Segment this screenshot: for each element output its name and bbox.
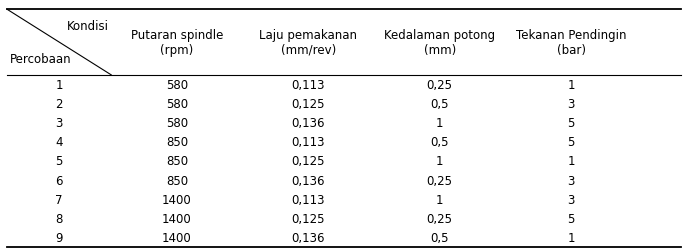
Text: 3: 3 <box>568 174 575 187</box>
Text: 1400: 1400 <box>162 212 192 225</box>
Text: 1400: 1400 <box>162 231 192 244</box>
Text: Kedalaman potong: Kedalaman potong <box>384 29 495 42</box>
Text: 1: 1 <box>567 155 575 168</box>
Text: 3: 3 <box>568 193 575 206</box>
Text: 0,136: 0,136 <box>291 231 325 244</box>
Text: 1: 1 <box>567 79 575 91</box>
Text: 850: 850 <box>166 155 188 168</box>
Text: 5: 5 <box>568 136 575 149</box>
Text: 0,25: 0,25 <box>427 212 453 225</box>
Text: 5: 5 <box>568 117 575 130</box>
Text: 8: 8 <box>55 212 63 225</box>
Text: 0,125: 0,125 <box>291 212 325 225</box>
Text: 0,113: 0,113 <box>291 79 325 91</box>
Text: 4: 4 <box>55 136 63 149</box>
Text: 0,136: 0,136 <box>291 117 325 130</box>
Text: 1400: 1400 <box>162 193 192 206</box>
Text: Percobaan: Percobaan <box>10 53 71 66</box>
Text: (mm): (mm) <box>423 44 456 57</box>
Text: 5: 5 <box>568 212 575 225</box>
Text: 0,5: 0,5 <box>430 231 449 244</box>
Text: Tekanan Pendingin: Tekanan Pendingin <box>516 29 627 42</box>
Text: Putaran spindle: Putaran spindle <box>131 29 223 42</box>
Text: 1: 1 <box>436 117 443 130</box>
Text: (bar): (bar) <box>557 44 586 57</box>
Text: 580: 580 <box>166 79 188 91</box>
Text: 3: 3 <box>568 98 575 111</box>
Text: (rpm): (rpm) <box>160 44 194 57</box>
Text: 1: 1 <box>436 155 443 168</box>
Text: 0,136: 0,136 <box>291 174 325 187</box>
Text: 2: 2 <box>55 98 63 111</box>
Text: 1: 1 <box>436 193 443 206</box>
Text: 0,5: 0,5 <box>430 136 449 149</box>
Text: 9: 9 <box>55 231 63 244</box>
Text: 580: 580 <box>166 117 188 130</box>
Text: 7: 7 <box>55 193 63 206</box>
Text: Laju pemakanan: Laju pemakanan <box>259 29 357 42</box>
Text: 3: 3 <box>55 117 63 130</box>
Text: 5: 5 <box>55 155 63 168</box>
Text: 580: 580 <box>166 98 188 111</box>
Text: 1: 1 <box>567 231 575 244</box>
Text: 0,125: 0,125 <box>291 155 325 168</box>
Text: 0,25: 0,25 <box>427 174 453 187</box>
Text: 850: 850 <box>166 136 188 149</box>
Text: 0,25: 0,25 <box>427 79 453 91</box>
Text: 1: 1 <box>55 79 63 91</box>
Text: 0,5: 0,5 <box>430 98 449 111</box>
Text: 0,113: 0,113 <box>291 193 325 206</box>
Text: Kondisi: Kondisi <box>66 20 109 33</box>
Text: (mm/rev): (mm/rev) <box>280 44 336 57</box>
Text: 850: 850 <box>166 174 188 187</box>
Text: 0,113: 0,113 <box>291 136 325 149</box>
Text: 0,125: 0,125 <box>291 98 325 111</box>
Text: 6: 6 <box>55 174 63 187</box>
